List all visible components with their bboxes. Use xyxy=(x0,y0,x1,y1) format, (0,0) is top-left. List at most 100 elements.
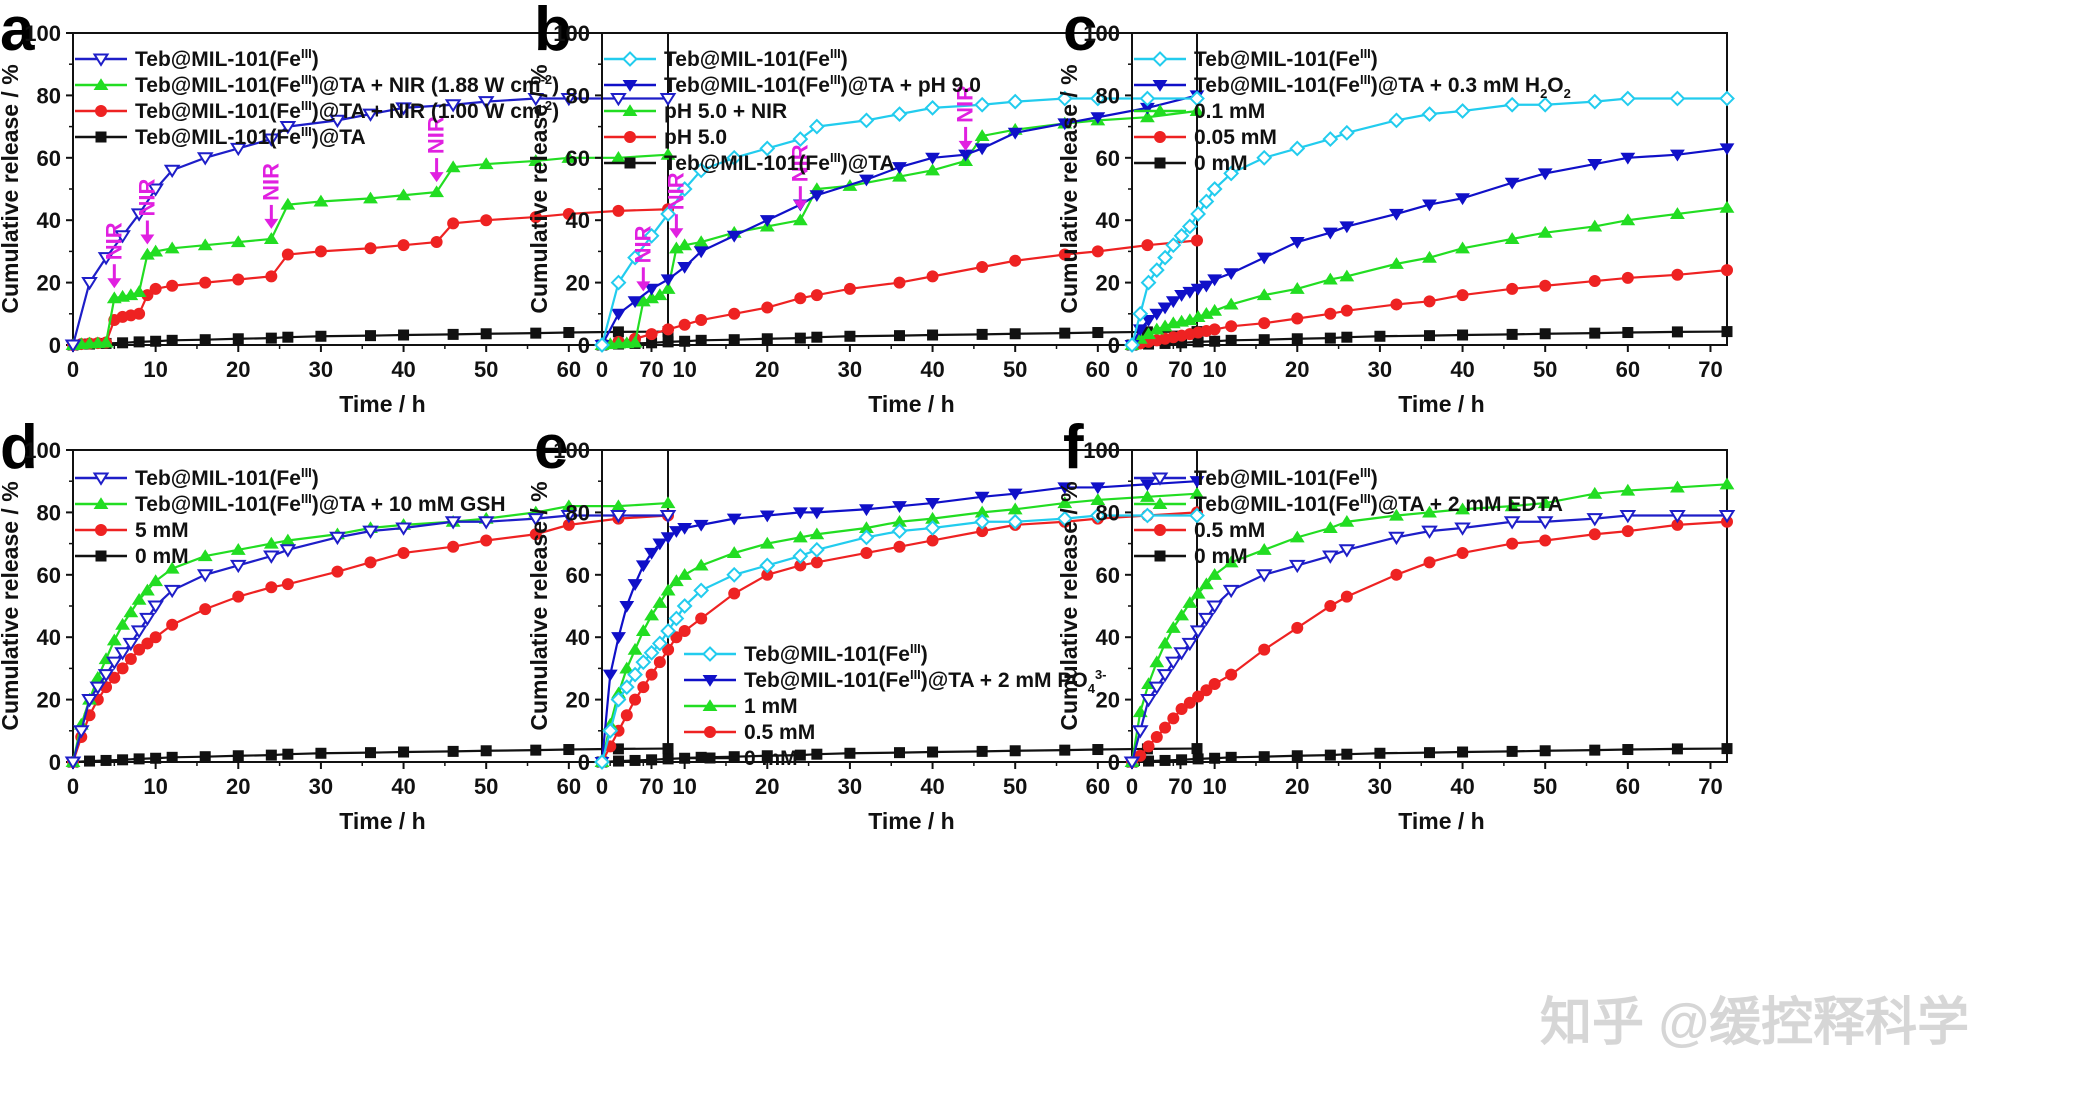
data-point xyxy=(1089,90,1106,107)
data-point xyxy=(1208,678,1221,690)
data-point xyxy=(695,314,708,327)
x-tick-label: 70 xyxy=(1698,774,1722,799)
data-point xyxy=(480,745,492,757)
data-point xyxy=(447,745,459,757)
legend-marker xyxy=(93,497,109,510)
data-point xyxy=(652,596,668,608)
data-point xyxy=(1258,643,1271,656)
y-tick-label: 20 xyxy=(566,688,590,713)
data-point xyxy=(199,603,212,616)
y-tick-label: 0 xyxy=(49,333,61,358)
data-point xyxy=(1424,747,1435,759)
data-point xyxy=(1671,743,1683,755)
legend-marker xyxy=(624,131,636,143)
data-point xyxy=(645,328,658,341)
data-point xyxy=(976,745,988,757)
x-tick-label: 70 xyxy=(639,357,663,382)
data-point xyxy=(794,292,807,305)
data-point xyxy=(1422,199,1437,212)
data-point xyxy=(627,296,643,309)
x-tick-label: 20 xyxy=(1285,774,1309,799)
data-point xyxy=(612,204,625,217)
data-point xyxy=(635,560,651,573)
data-point xyxy=(1140,490,1155,502)
data-point xyxy=(668,610,685,627)
legend-marker xyxy=(95,105,107,117)
data-point xyxy=(1389,257,1404,269)
data-point xyxy=(1291,333,1303,345)
data-point xyxy=(199,751,211,763)
data-point xyxy=(447,217,460,230)
data-point xyxy=(1141,314,1156,327)
y-tick-label: 60 xyxy=(37,563,61,588)
data-point xyxy=(133,307,146,320)
data-point xyxy=(759,215,775,227)
data-point xyxy=(1588,528,1601,541)
data-point xyxy=(1165,296,1181,309)
data-point xyxy=(1132,705,1148,718)
y-tick-label: 0 xyxy=(578,750,590,775)
data-point xyxy=(1059,744,1071,756)
data-point xyxy=(619,600,635,613)
data-point xyxy=(670,631,683,644)
data-point xyxy=(1422,505,1437,518)
x-tick-label: 20 xyxy=(755,357,779,382)
data-point xyxy=(331,565,344,578)
data-point xyxy=(662,753,674,765)
data-point xyxy=(677,261,693,274)
legend-label: Teb@MIL-101(FeIII)@TA + 10 mM GSH xyxy=(135,491,506,516)
x-tick-label: 0 xyxy=(1126,774,1138,799)
y-tick-label: 40 xyxy=(37,625,61,650)
data-point xyxy=(1175,702,1188,715)
data-point xyxy=(1223,297,1239,310)
legend-marker xyxy=(1154,131,1166,143)
x-tick-label: 20 xyxy=(226,774,250,799)
data-point xyxy=(1424,330,1435,342)
x-tick-label: 40 xyxy=(391,774,415,799)
data-point xyxy=(1165,237,1182,254)
data-point xyxy=(232,333,244,345)
data-point xyxy=(1718,509,1736,524)
legend-marker xyxy=(702,699,718,712)
data-point xyxy=(926,534,939,547)
data-point xyxy=(1123,756,1141,770)
data-point xyxy=(1670,207,1685,220)
x-axis-label: Time / h xyxy=(339,808,426,834)
data-point xyxy=(166,618,179,631)
data-point xyxy=(1140,274,1157,291)
legend-marker xyxy=(1154,550,1166,562)
data-point xyxy=(1057,496,1073,509)
data-point xyxy=(1291,750,1303,762)
data-point xyxy=(859,174,874,187)
data-point xyxy=(529,528,542,541)
y-tick-label: 60 xyxy=(1096,146,1120,171)
series-layer xyxy=(594,90,1205,353)
data-point xyxy=(263,550,280,564)
data-point xyxy=(1189,476,1205,488)
data-point xyxy=(974,513,991,530)
data-point xyxy=(660,623,677,639)
data-point xyxy=(429,185,445,198)
data-point xyxy=(1423,556,1436,569)
data-point xyxy=(894,747,905,759)
data-point xyxy=(133,753,145,765)
data-point xyxy=(1159,721,1172,734)
data-point xyxy=(147,183,164,197)
panel-a: a 0 10 20 30 40 50 60 70 0 20 40 60 80 100 Time / h Cumu… xyxy=(0,0,677,417)
data-point xyxy=(1198,193,1215,210)
panel-letter: b xyxy=(534,0,572,64)
data-point xyxy=(629,693,642,706)
data-point xyxy=(1721,264,1733,277)
data-point xyxy=(892,162,907,174)
data-point xyxy=(1588,275,1601,288)
data-point xyxy=(662,643,675,656)
data-point xyxy=(1156,669,1174,683)
data-point xyxy=(563,744,575,756)
data-point xyxy=(1322,131,1339,147)
y-tick-label: 20 xyxy=(566,271,590,296)
data-point xyxy=(924,520,941,536)
nir-arrow-head xyxy=(958,140,973,151)
data-point xyxy=(1139,507,1156,524)
y-tick-label: 60 xyxy=(566,563,590,588)
y-tick-label: 40 xyxy=(566,625,590,650)
